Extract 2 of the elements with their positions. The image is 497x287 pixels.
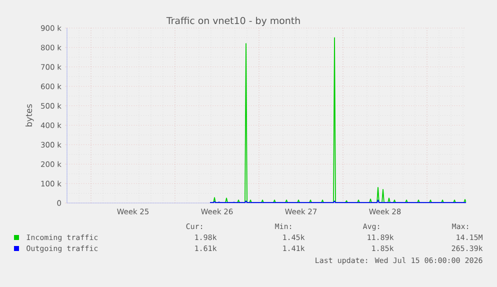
y-axis-title: bytes	[25, 104, 34, 126]
chart-title: Traffic on vnet10 - by month	[166, 16, 300, 26]
